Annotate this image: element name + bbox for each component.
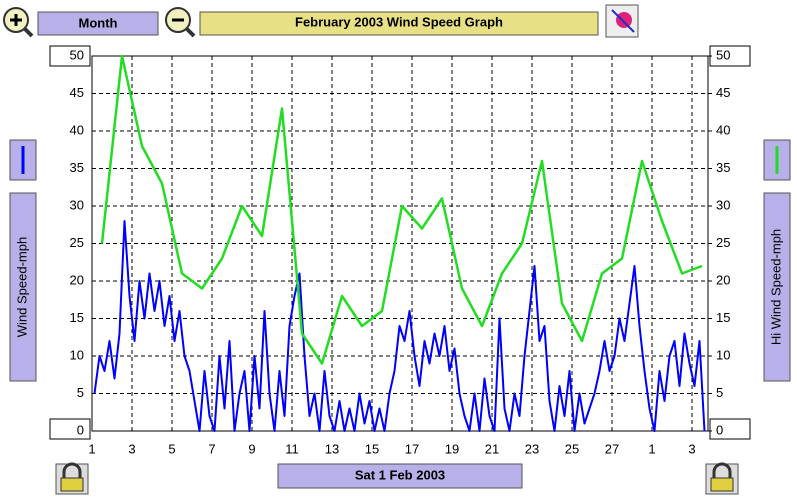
lock-icon[interactable]: [705, 462, 739, 495]
x-tick-label: 21: [485, 441, 499, 456]
y-max-box: [49, 45, 91, 67]
y-tick-label: 5: [77, 385, 84, 400]
y2-tick-label: 5: [716, 385, 723, 400]
x-tick-label: 11: [285, 441, 299, 456]
y-tick-label: 25: [70, 235, 84, 250]
period-button[interactable]: [37, 11, 159, 36]
y-tick-label: 20: [70, 272, 84, 287]
zoom-in[interactable]: [3, 7, 34, 38]
y2-tick-label: 20: [716, 272, 730, 287]
y2-tick-label: 10: [716, 347, 730, 362]
zoom-out[interactable]: [165, 7, 196, 38]
y2-axis-title: Hi Wind Speed-mph: [768, 229, 783, 345]
y-tick-label: 40: [70, 122, 84, 137]
y-tick-label: 0: [77, 422, 84, 437]
x-tick-label: 3: [128, 441, 135, 456]
period-button-label: Month: [79, 15, 118, 30]
date-button-label: Sat 1 Feb 2003: [355, 467, 445, 482]
lock-icon[interactable]: [55, 462, 89, 495]
y2-tick-label: 0: [716, 422, 723, 437]
y2-tick-label: 50: [716, 47, 730, 62]
x-tick-label: 13: [325, 441, 339, 456]
y2-tick-label: 30: [716, 197, 730, 212]
title-box: [199, 11, 599, 36]
y-tick-label: 30: [70, 197, 84, 212]
x-tick-label: 5: [168, 441, 175, 456]
x-tick-label: 1: [648, 441, 655, 456]
y-axis-title: Wind Speed-mph: [14, 237, 29, 337]
x-tick-label: 15: [365, 441, 379, 456]
y-axis-title-box[interactable]: [9, 192, 37, 382]
x-tick-label: 23: [525, 441, 539, 456]
y2-tick-label: 15: [716, 310, 730, 325]
x-tick-label: 9: [248, 441, 255, 456]
x-tick-label: 25: [565, 441, 579, 456]
y2-min-box: [709, 418, 751, 440]
chart-title: February 2003 Wind Speed Graph: [295, 14, 503, 29]
y-tick-label: 45: [70, 85, 84, 100]
y2-tick-label: 25: [716, 235, 730, 250]
y2-tick-label: 45: [716, 85, 730, 100]
y-tick-label: 15: [70, 310, 84, 325]
y2-tick-label: 40: [716, 122, 730, 137]
date-button[interactable]: [277, 463, 523, 489]
y2-axis-title-box[interactable]: [763, 192, 791, 382]
y-tick-label: 10: [70, 347, 84, 362]
y-tick-label: 35: [70, 160, 84, 175]
y-min-box: [49, 418, 91, 440]
x-tick-label: 17: [405, 441, 419, 456]
x-tick-label: 19: [445, 441, 459, 456]
x-tick-label: 7: [208, 441, 215, 456]
x-tick-label: 1: [88, 441, 95, 456]
x-tick-label: 27: [605, 441, 619, 456]
print-icon[interactable]: [605, 4, 639, 38]
y-tick-label: 50: [70, 47, 84, 62]
y2-tick-label: 35: [716, 160, 730, 175]
series-line: [93, 220, 706, 432]
series-line: [100, 54, 703, 365]
x-tick-label: 3: [688, 441, 695, 456]
